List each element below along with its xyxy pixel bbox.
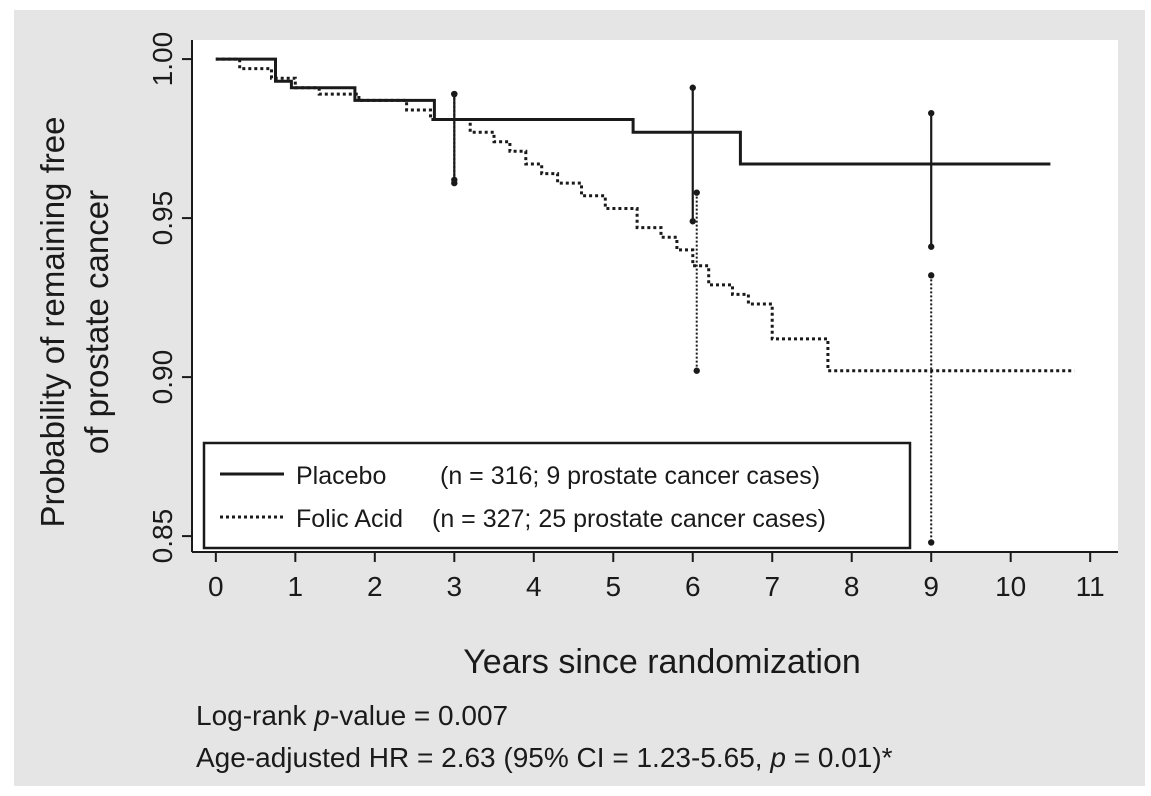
x-tick-label: 10	[995, 571, 1026, 602]
error-bar-cap-upper-folic-acid	[928, 272, 935, 279]
legend-box	[202, 441, 912, 550]
logrank-prefix: Log-rank	[196, 700, 315, 731]
error-bars-layer	[451, 84, 935, 546]
series-line-placebo	[215, 57, 1051, 166]
error-bar-cap-lower-folic-acid	[928, 539, 935, 546]
error-bar-cap-lower-placebo	[689, 218, 696, 225]
error-bar-cap-upper-placebo	[689, 84, 696, 91]
legend-label-placebo: Placebo	[296, 462, 386, 490]
y-tick-label: 0.90	[147, 350, 178, 405]
hr-prefix: Age-adjusted HR = 2.63 (95% CI = 1.23-5.…	[196, 742, 771, 773]
logrank-footnote: Log-rank p-value = 0.007	[196, 700, 508, 732]
y-tick-label: 0.85	[147, 509, 178, 564]
error-bar-cap-lower-folic-acid	[693, 367, 700, 374]
series-line-folic-acid	[215, 57, 1075, 373]
hr-suffix: = 0.01)*	[785, 742, 893, 773]
x-tick-label: 0	[208, 571, 224, 602]
y-axis-label-line-2: of prostate cancer	[78, 190, 115, 454]
series-layer	[215, 57, 1075, 373]
x-tick-label: 2	[367, 571, 383, 602]
error-bar-cap-upper-folic-acid	[693, 189, 700, 196]
x-tick-label: 5	[605, 571, 621, 602]
y-tick-label: 1.00	[147, 32, 178, 87]
axes-layer: 0 1 2 3 4 5 6 7 8 9 10 11 0.85 0.90 0.95 1.00	[147, 32, 1118, 602]
logrank-p: p	[314, 700, 330, 731]
y-axis-label-line-1: Probability of remaining free	[34, 117, 71, 528]
legend-detail-folic-acid: (n = 327; 25 prostate cancer cases)	[432, 505, 826, 533]
x-tick-label: 4	[526, 571, 542, 602]
hr-p: p	[770, 742, 786, 773]
x-tick-label: 7	[764, 571, 780, 602]
error-bar-cap-upper-placebo	[928, 109, 935, 117]
hazard-ratio-footnote: Age-adjusted HR = 2.63 (95% CI = 1.23-5.…	[196, 742, 893, 774]
legend: Placebo (n = 316; 9 prostate cancer case…	[202, 441, 912, 550]
error-bar-cap-lower-folic-acid	[451, 176, 458, 184]
error-bar-cap-lower-placebo	[928, 243, 935, 250]
x-tick-label: 6	[685, 571, 701, 602]
legend-detail-placebo: (n = 316; 9 prostate cancer cases)	[440, 462, 820, 490]
logrank-suffix: -value = 0.007	[329, 700, 509, 731]
x-tick-label: 1	[288, 571, 304, 602]
x-tick-label: 11	[1076, 571, 1105, 602]
x-tick-label: 8	[844, 571, 860, 602]
legend-label-folic-acid: Folic Acid	[296, 505, 403, 533]
x-axis-label: Years since randomization	[463, 643, 861, 681]
x-tick-label: 9	[923, 571, 939, 602]
y-tick-label: 0.95	[147, 191, 178, 246]
error-bar-cap-upper-folic-acid	[451, 90, 458, 98]
x-tick-label: 3	[447, 571, 463, 602]
